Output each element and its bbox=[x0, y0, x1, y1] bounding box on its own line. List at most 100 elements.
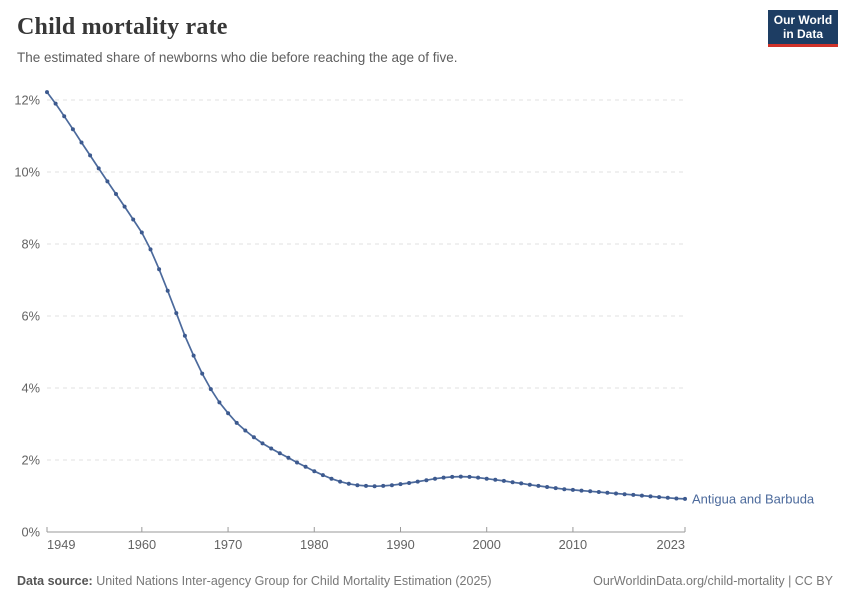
data-point[interactable] bbox=[269, 446, 274, 451]
data-point[interactable] bbox=[683, 496, 687, 501]
data-point[interactable] bbox=[389, 483, 394, 488]
series-label[interactable]: Antigua and Barbuda bbox=[692, 491, 815, 506]
data-point[interactable] bbox=[243, 428, 248, 433]
data-point[interactable] bbox=[114, 192, 118, 196]
data-point[interactable] bbox=[234, 420, 239, 425]
owid-logo-line2: in Data bbox=[782, 27, 823, 41]
data-point[interactable] bbox=[467, 474, 472, 479]
data-point[interactable] bbox=[424, 478, 429, 483]
data-point[interactable] bbox=[381, 483, 386, 488]
owid-logo[interactable]: Our World in Data bbox=[768, 10, 838, 47]
data-point[interactable] bbox=[398, 482, 403, 487]
data-point[interactable] bbox=[122, 204, 127, 209]
data-point[interactable] bbox=[665, 495, 670, 500]
data-point[interactable] bbox=[88, 153, 93, 158]
data-point[interactable] bbox=[407, 481, 412, 485]
data-point[interactable] bbox=[105, 179, 110, 184]
data-point[interactable] bbox=[493, 477, 498, 482]
data-source-label: Data source: bbox=[17, 574, 93, 588]
data-point[interactable] bbox=[484, 476, 489, 481]
data-point[interactable] bbox=[312, 469, 317, 474]
data-point[interactable] bbox=[53, 101, 58, 106]
data-point[interactable] bbox=[165, 288, 170, 293]
chart-header: Child mortality rate The estimated share… bbox=[17, 14, 750, 65]
data-point[interactable] bbox=[501, 478, 506, 483]
data-point[interactable] bbox=[648, 494, 653, 499]
data-point[interactable] bbox=[415, 479, 420, 484]
data-point[interactable] bbox=[562, 487, 567, 492]
data-point[interactable] bbox=[295, 460, 299, 465]
y-tick-label: 0% bbox=[22, 525, 41, 540]
data-point[interactable] bbox=[622, 492, 627, 497]
y-tick-label: 8% bbox=[22, 237, 41, 252]
data-point[interactable] bbox=[174, 311, 179, 316]
data-point[interactable] bbox=[614, 491, 618, 496]
data-point[interactable] bbox=[329, 476, 334, 481]
owid-logo-line1: Our World bbox=[773, 13, 833, 27]
y-tick-label: 12% bbox=[14, 93, 40, 108]
x-tick-label: 1990 bbox=[386, 537, 414, 552]
data-point[interactable] bbox=[519, 481, 524, 486]
data-point[interactable] bbox=[191, 353, 196, 358]
data-point[interactable] bbox=[157, 267, 162, 272]
data-point[interactable] bbox=[588, 489, 593, 494]
x-tick-label: 1980 bbox=[300, 537, 328, 552]
y-tick-label: 6% bbox=[22, 309, 41, 324]
data-point[interactable] bbox=[596, 490, 601, 494]
data-point[interactable] bbox=[79, 140, 84, 145]
data-point[interactable] bbox=[70, 127, 75, 132]
data-point[interactable] bbox=[527, 482, 532, 487]
data-point[interactable] bbox=[338, 479, 343, 484]
data-point[interactable] bbox=[570, 487, 575, 492]
data-point[interactable] bbox=[510, 480, 515, 485]
data-point[interactable] bbox=[536, 483, 541, 488]
data-point[interactable] bbox=[441, 475, 446, 480]
data-point[interactable] bbox=[251, 435, 256, 440]
data-point[interactable] bbox=[208, 387, 213, 392]
data-point[interactable] bbox=[148, 247, 153, 252]
data-point[interactable] bbox=[433, 476, 437, 481]
data-source-note: Data source: United Nations Inter-agency… bbox=[17, 574, 492, 588]
data-point[interactable] bbox=[96, 166, 101, 171]
y-tick-label: 10% bbox=[14, 165, 40, 180]
data-point[interactable] bbox=[657, 495, 662, 500]
series-line[interactable] bbox=[46, 91, 686, 500]
data-point[interactable] bbox=[631, 492, 636, 497]
data-point[interactable] bbox=[277, 451, 282, 456]
data-point[interactable] bbox=[450, 474, 455, 479]
data-point[interactable] bbox=[45, 90, 49, 95]
data-point[interactable] bbox=[458, 474, 463, 479]
x-tick-label: 1970 bbox=[214, 537, 242, 552]
data-point[interactable] bbox=[62, 114, 67, 119]
data-point[interactable] bbox=[286, 455, 291, 460]
data-point[interactable] bbox=[182, 333, 187, 338]
data-point[interactable] bbox=[217, 400, 222, 405]
data-point[interactable] bbox=[553, 486, 558, 491]
chart-footer: Data source: United Nations Inter-agency… bbox=[17, 574, 833, 588]
data-point[interactable] bbox=[346, 481, 351, 486]
data-point[interactable] bbox=[579, 488, 584, 493]
chart-subtitle: The estimated share of newborns who die … bbox=[17, 50, 458, 65]
data-point[interactable] bbox=[364, 483, 368, 488]
x-tick-label: 1960 bbox=[128, 537, 156, 552]
data-point[interactable] bbox=[605, 490, 610, 495]
data-point[interactable] bbox=[355, 483, 360, 488]
x-tick-label: 2023 bbox=[657, 537, 685, 552]
data-point[interactable] bbox=[320, 473, 325, 478]
data-point[interactable] bbox=[639, 493, 644, 498]
data-point[interactable] bbox=[545, 485, 550, 489]
data-point[interactable] bbox=[260, 441, 265, 446]
owid-link[interactable]: OurWorldinData.org/child-mortality | CC … bbox=[593, 574, 833, 588]
data-point[interactable] bbox=[674, 496, 679, 501]
data-point[interactable] bbox=[200, 371, 205, 376]
data-point[interactable] bbox=[372, 484, 377, 489]
data-point[interactable] bbox=[131, 217, 136, 222]
y-tick-label: 4% bbox=[22, 381, 41, 396]
data-point[interactable] bbox=[226, 411, 231, 416]
data-point[interactable] bbox=[139, 230, 144, 235]
data-point[interactable] bbox=[476, 475, 481, 480]
y-tick-label: 2% bbox=[22, 453, 41, 468]
data-point[interactable] bbox=[303, 464, 308, 469]
